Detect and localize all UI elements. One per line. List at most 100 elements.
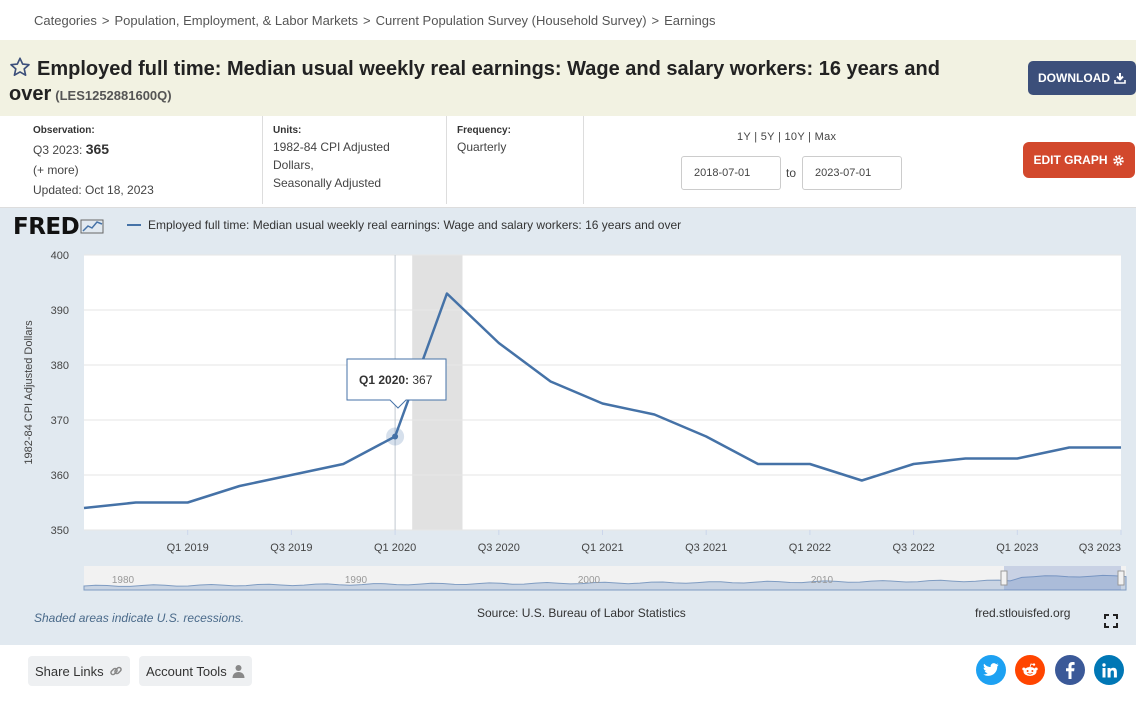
observation-panel: Observation: Q3 2023: 365 (+ more) Updat… (0, 116, 263, 204)
download-label: DOWNLOAD (1038, 71, 1110, 85)
legend-label: Employed full time: Median usual weekly … (148, 218, 682, 232)
reddit-share-button[interactable] (1015, 655, 1045, 685)
breadcrumb: Categories > Population, Employment, & Lab… (34, 13, 715, 28)
graph-panel: 350 360 370 380 390 400 Q1 2019 Q3 2019 Q1 2020 Q… (0, 208, 1136, 645)
observation-value: 365 (85, 141, 110, 157)
breadcrumb-categories[interactable]: Categories (34, 13, 97, 28)
breadcrumb-population[interactable]: Population, Employment, & Labor Markets (114, 13, 358, 28)
range-1y[interactable]: 1Y (737, 131, 751, 143)
facebook-share-button[interactable] (1055, 655, 1085, 685)
x-tick-label: Q1 2019 (167, 542, 209, 554)
hover-point (392, 433, 399, 440)
download-button[interactable]: DOWNLOAD (1028, 61, 1136, 95)
breadcrumb-earnings[interactable]: Earnings (664, 13, 716, 28)
breadcrumb-cps[interactable]: Current Population Survey (Household Sur… (375, 13, 647, 28)
navigator-handle[interactable] (1117, 570, 1125, 586)
frequency-value: Quarterly (457, 140, 507, 154)
title-bar: Employed full time: Median usual weekly … (0, 40, 1136, 116)
gear-icon (1112, 154, 1124, 166)
fullscreen-icon[interactable] (1104, 614, 1118, 628)
units-panel: Units: 1982-84 CPI Adjusted Dollars, Sea… (263, 116, 447, 204)
facebook-icon (1066, 661, 1075, 679)
footer-bar: Share Links Account Tools (0, 645, 1136, 702)
start-date-input[interactable]: 2018-07-01 (681, 156, 781, 190)
tooltip-text: Q1 2020: 367 (359, 373, 433, 387)
navigator-label: 2010 (811, 575, 834, 586)
tooltip-box (346, 358, 447, 409)
share-links-button[interactable]: Share Links (28, 656, 130, 686)
units-label: Units: (273, 125, 302, 136)
y-tick-label: 360 (51, 470, 69, 482)
x-tick-label: Q3 2020 (478, 542, 520, 554)
units-line: Dollars, (273, 158, 314, 172)
navigator-selection (1004, 566, 1121, 590)
fred-url[interactable]: fred.stlouisfed.org (975, 606, 1071, 620)
navigator-label: 1990 (345, 575, 368, 586)
breadcrumb-separator: > (101, 13, 110, 28)
y-tick-label: 380 (51, 360, 69, 372)
breadcrumb-separator: > (362, 13, 371, 28)
range-separator: | (754, 131, 758, 143)
range-10y[interactable]: 10Y (784, 131, 805, 143)
to-label: to (786, 166, 797, 180)
edit-graph-label: EDIT GRAPH (1033, 153, 1108, 167)
range-separator: | (777, 131, 782, 143)
updated-date: Updated: Oct 18, 2023 (33, 183, 154, 197)
tooltip-value: 367 (412, 373, 432, 387)
fred-logo: FRED (13, 214, 106, 240)
x-tick-label: Q1 2023 (996, 542, 1038, 554)
end-date-input[interactable]: 2023-07-01 (802, 156, 902, 190)
y-tick-label: 350 (51, 525, 69, 537)
link-icon (109, 666, 122, 676)
units-line: Seasonally Adjusted (273, 176, 382, 190)
twitter-share-button[interactable] (976, 655, 1006, 685)
navigator-handle[interactable] (1000, 570, 1008, 586)
download-icon (1114, 73, 1126, 84)
fred-logo-text: FRED (13, 214, 80, 240)
linkedin-icon (1101, 662, 1117, 677)
account-tools-label: Account Tools (146, 663, 227, 679)
chart-legend: Employed full time: Median usual weekly … (127, 218, 681, 232)
y-axis-label: 1982-84 CPI Adjusted Dollars (23, 320, 35, 465)
navigator-label: 1980 (112, 575, 135, 586)
frequency-label: Frequency: (457, 125, 511, 136)
y-tick-label: 400 (51, 250, 69, 262)
navigator-series (83, 574, 1127, 591)
x-tick-label: Q3 2021 (685, 542, 727, 554)
x-tick-label: Q3 2022 (892, 542, 934, 554)
edit-graph-button[interactable]: EDIT GRAPH (1023, 142, 1135, 178)
linkedin-share-button[interactable] (1094, 655, 1124, 685)
account-tools-button[interactable]: Account Tools (139, 656, 252, 686)
navigator-label: 2000 (578, 575, 601, 586)
x-tick-label: Q1 2021 (581, 542, 623, 554)
x-tick-label: Q3 2023 (1079, 542, 1121, 554)
tooltip: Q1 2020: 367 (346, 358, 447, 409)
series-title: Employed full time: Median usual weekly … (9, 58, 940, 105)
plot-area (84, 255, 1121, 530)
source-note: Source: U.S. Bureau of Labor Statistics (477, 606, 686, 620)
line-chart[interactable]: 350 360 370 380 390 400 Q1 2019 Q3 2019 Q1 2020 Q… (0, 208, 1136, 645)
x-tick-label: Q3 2019 (270, 542, 312, 554)
page-title: Employed full time: Median usual weekly … (9, 56, 1019, 108)
frequency-panel: Frequency: Quarterly (447, 116, 584, 204)
series-id: (LES1252881600Q) (55, 88, 172, 103)
y-tick-label: 370 (51, 415, 69, 427)
user-icon (232, 665, 245, 678)
range-max[interactable]: Max (814, 131, 837, 143)
star-icon[interactable] (9, 56, 31, 78)
reddit-icon (1022, 663, 1038, 676)
x-tick-label: Q1 2020 (374, 542, 416, 554)
tooltip-period: Q1 2020: (359, 373, 412, 387)
twitter-icon (983, 663, 999, 676)
x-tick-label: Q1 2022 (789, 542, 831, 554)
legend-swatch (127, 224, 141, 226)
share-links-label: Share Links (35, 663, 104, 679)
observation-period: Q3 2023: (33, 143, 83, 157)
observation-label: Observation: (33, 125, 95, 136)
range-5y[interactable]: 5Y (760, 131, 775, 143)
range-selector: 1Y | 5Y | 10Y | Max (737, 131, 836, 143)
recession-note: Shaded areas indicate U.S. recessions. (34, 611, 245, 625)
range-separator: | (808, 131, 812, 143)
more-observations-link[interactable]: (+ more) (33, 163, 79, 177)
series-meta: Observation: Q3 2023: 365 (+ more) Updat… (0, 116, 1136, 208)
